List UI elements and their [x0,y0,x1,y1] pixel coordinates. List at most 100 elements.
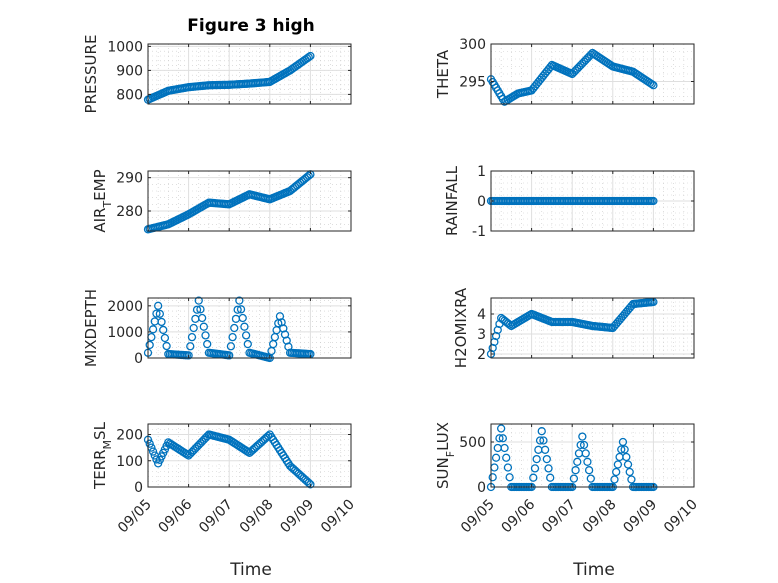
x-tick-label: 09/08 [237,497,277,537]
data-point [160,333,170,343]
data-point [155,309,164,319]
x-tick-label: 09/05 [458,497,498,537]
y-axis-label: TERRMSL [91,421,114,490]
data-point [235,296,244,305]
x-tick-label: 09/07 [196,497,236,537]
data-point [233,305,242,314]
y-tick-label: 0 [134,351,143,367]
x-tick-label: 09/08 [580,497,620,537]
data-point [228,332,237,342]
data-point [231,314,241,324]
data-point [586,474,595,483]
x-tick-label: 09/06 [499,496,539,536]
series-markers [143,51,315,104]
subplot: 0 100 200 09/05 09/06 09/07 09/08 09/09 09/10 TER… [91,421,358,536]
series-markers [486,297,658,359]
data-point [613,460,623,469]
y-axis-label: SUNFLUX [434,422,457,489]
y-tick-label: -1 [472,224,486,240]
subplot: 295 300 THETA [434,37,695,106]
data-point [529,473,538,482]
y-axis-label: MIXDEPTH [82,289,100,367]
data-point [537,427,546,436]
series-markers [486,196,658,206]
data-point [203,339,212,349]
subplot: 0 500 09/05 09/06 09/07 09/08 09/09 09/10 SUNFLU… [434,422,701,536]
y-axis-label: AIRTEMP [91,169,114,232]
data-point [612,467,621,477]
data-point [304,171,313,180]
data-point [182,450,192,459]
data-point [184,351,193,360]
data-point [534,445,543,454]
axes-box [147,423,352,488]
data-point [530,464,540,473]
y-tick-label: 200 [116,428,143,444]
data-point [238,313,247,323]
x-axis-label-right: Time [572,560,615,580]
y-tick-label: 1000 [107,39,143,55]
data-point [546,473,555,482]
data-point [196,305,205,314]
data-point [148,325,158,334]
data-point [495,434,504,443]
y-tick-label: 300 [459,37,486,53]
data-point [267,346,276,356]
data-point [243,447,252,456]
data-point [496,424,506,433]
data-point [269,339,278,349]
y-tick-label: 500 [459,435,486,451]
data-point [571,466,580,475]
data-point [488,473,497,482]
x-tick-label: 09/05 [115,497,155,537]
data-point [574,449,584,458]
data-point [578,432,587,441]
x-tick-label: 09/09 [620,497,660,537]
data-point [240,322,249,331]
data-point [192,305,202,314]
y-tick-label: 800 [116,87,143,103]
y-tick-label: 0 [134,480,143,496]
y-tick-label: 1000 [107,325,143,341]
data-point [194,296,203,305]
y-tick-label: 3 [477,327,486,343]
data-point [627,475,636,484]
x-tick-label: 09/07 [539,497,579,537]
x-tick-label: 09/10 [661,497,701,537]
data-point [540,445,550,454]
data-point [145,340,154,350]
subplot: 800 900 1000 PRESSURE [82,35,352,113]
y-tick-label: 2 [477,347,486,363]
axes-box [147,170,352,232]
data-point [542,454,551,464]
data-point [243,339,252,349]
data-point [498,434,507,443]
data-point [583,457,592,466]
data-point [579,440,589,450]
data-point [187,332,197,342]
axes-box [490,43,695,105]
data-point [622,452,631,462]
series-markers [143,430,315,489]
y-axis-label: RAINFALL [443,165,461,236]
y-tick-label: 100 [116,454,143,470]
y-tick-label: 1 [477,164,486,180]
data-point [623,460,633,469]
data-point [503,463,513,472]
data-point [493,443,502,453]
data-point [569,474,579,483]
y-axis-label: H2OMIXRA [452,287,470,368]
data-point [157,317,166,327]
data-point [189,323,198,333]
data-point [491,453,501,462]
series-markers [143,170,315,234]
axes-box [490,297,695,359]
data-point [625,467,634,477]
axes-box [490,423,695,488]
data-point [225,351,234,360]
data-point [304,53,313,62]
axes-box [147,297,352,359]
y-tick-label: 2000 [107,299,143,315]
data-point [304,478,313,487]
axes-box [147,43,352,105]
